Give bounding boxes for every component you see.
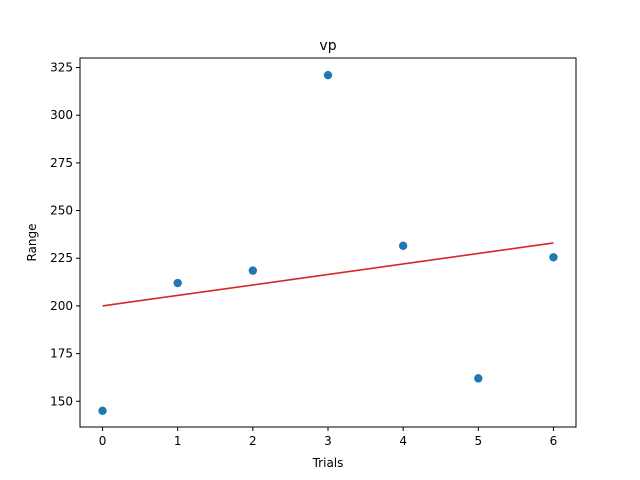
chart-title: vp bbox=[319, 38, 336, 54]
y-tick-label: 150 bbox=[50, 394, 73, 408]
y-tick-label: 250 bbox=[50, 204, 73, 218]
y-tick-label: 175 bbox=[50, 347, 73, 361]
data-point bbox=[173, 278, 182, 288]
x-tick-label: 3 bbox=[324, 434, 332, 448]
x-axis-label: Trials bbox=[312, 456, 344, 470]
x-tick-label: 6 bbox=[550, 434, 558, 448]
y-axis-label: Range bbox=[25, 223, 39, 261]
trend-line bbox=[102, 242, 554, 307]
data-point bbox=[398, 241, 408, 251]
x-tick-label: 4 bbox=[399, 434, 407, 448]
data-point bbox=[323, 70, 333, 80]
data-point bbox=[474, 374, 483, 383]
y-tick-label: 325 bbox=[50, 61, 73, 75]
y-tick-label: 275 bbox=[50, 156, 73, 170]
data-point bbox=[98, 406, 107, 415]
y-tick-label: 200 bbox=[50, 299, 73, 313]
data-point bbox=[248, 266, 258, 275]
data-point bbox=[549, 253, 558, 262]
x-tick-label: 2 bbox=[249, 434, 257, 448]
plot-frame bbox=[79, 57, 577, 428]
x-tick-label: 1 bbox=[174, 434, 182, 448]
y-tick-label: 225 bbox=[50, 251, 73, 265]
x-tick-label: 0 bbox=[99, 434, 107, 448]
x-tick-label: 5 bbox=[474, 434, 482, 448]
y-tick-label: 300 bbox=[50, 108, 73, 122]
